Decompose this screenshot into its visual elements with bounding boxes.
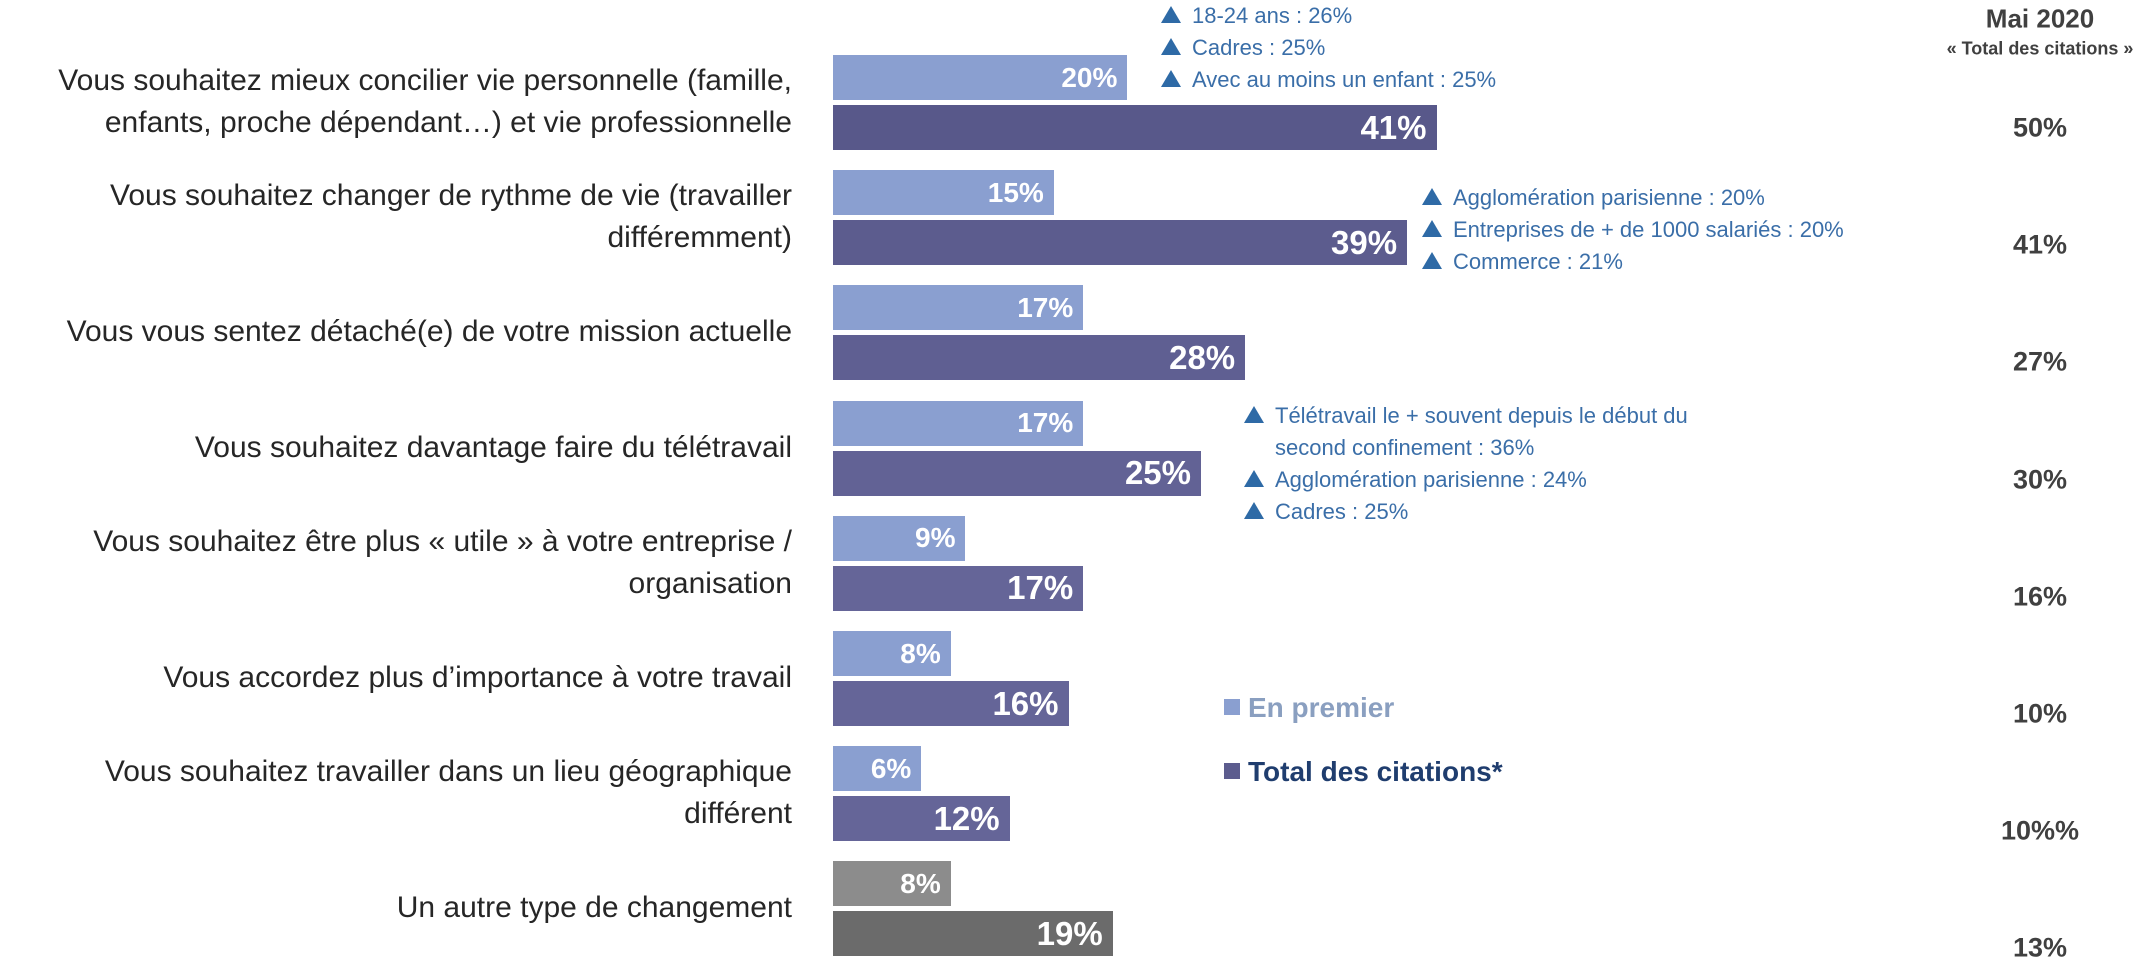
annotation-group: Agglomération parisienne : 20% Entreprise… — [1420, 182, 2120, 278]
bar — [833, 285, 1084, 331]
bar — [833, 335, 1246, 381]
annotation: Commerce : 21% — [1420, 246, 2120, 278]
bar — [833, 515, 966, 561]
comparison-value: 27% — [2012, 346, 2068, 377]
category-label: Vous souhaitez davantage faire du télétr… — [194, 430, 792, 464]
value-label: 28% — [1169, 338, 1236, 376]
value-label: 8% — [900, 867, 941, 899]
comparison-value: 50% — [2012, 112, 2068, 143]
value-label: 39% — [1331, 223, 1398, 261]
category-label: Vous accordez plus d’importance à votre … — [163, 661, 792, 694]
bar — [833, 631, 951, 676]
value-label: 15% — [987, 176, 1044, 208]
comparison-value: 10%% — [2000, 815, 2080, 846]
value-label: 6% — [870, 752, 912, 784]
value-label: 17% — [1017, 407, 1074, 439]
annotation: Cadres : 25% — [1242, 496, 1712, 528]
bar — [833, 220, 1408, 266]
comparison-value: 30% — [2012, 464, 2068, 495]
bar — [833, 170, 1054, 216]
value-label: 12% — [933, 799, 1000, 837]
bar — [833, 861, 951, 907]
comparison-value: 41% — [2012, 229, 2068, 260]
comparison-subtitle: « Total des citations » — [1946, 38, 2134, 59]
value-label: 41% — [1360, 108, 1427, 146]
value-label: 19% — [1036, 914, 1103, 952]
category-label: Vous souhaitez changer de rythme de vie … — [109, 179, 792, 255]
bar — [833, 565, 1084, 611]
category-label: Vous souhaitez mieux concilier vie perso… — [58, 64, 792, 139]
category-label: Vous souhaitez être plus « utile » à vot… — [93, 524, 792, 600]
legend-item: En premier — [1224, 692, 1394, 724]
legend-label: En premier — [1248, 692, 1395, 723]
annotation: Télétravail le + souvent depuis le début… — [1242, 400, 1712, 464]
bar — [833, 400, 1084, 446]
bar — [833, 55, 1128, 100]
annotation-group: 18-24 ans : 26% Cadres : 25% Avec au moins… — [1159, 0, 1859, 96]
annotation: Agglomération parisienne : 24% — [1242, 464, 1712, 496]
category-label: Vous souhaitez travailler dans un lieu g… — [104, 755, 792, 831]
value-label: 9% — [915, 522, 956, 554]
value-label: 16% — [992, 684, 1059, 722]
value-label: 17% — [1007, 569, 1074, 607]
category-label: Un autre type de changement — [396, 891, 792, 925]
bar — [833, 450, 1201, 496]
bar — [833, 105, 1437, 150]
comparison-title: Mai 2020 — [1985, 3, 2095, 34]
value-label: 17% — [1017, 291, 1074, 323]
legend-label: Total des citations* — [1248, 756, 1503, 787]
bar — [833, 746, 922, 792]
bar — [833, 911, 1113, 957]
annotation: 18-24 ans : 26% — [1159, 0, 1859, 32]
value-label: 25% — [1124, 454, 1191, 492]
comparison-value: 10% — [2012, 698, 2068, 729]
category-label: Vous vous sentez détaché(e) de votre mis… — [66, 315, 792, 349]
comparison-value: 13% — [2012, 932, 2068, 963]
annotation: Avec au moins un enfant : 25% — [1159, 64, 1859, 96]
legend-swatch — [1224, 763, 1240, 779]
bar — [833, 796, 1010, 842]
legend-item: Total des citations* — [1224, 756, 1503, 788]
annotation: Cadres : 25% — [1159, 32, 1859, 64]
value-label: 20% — [1061, 61, 1118, 93]
comparison-value: 16% — [2012, 581, 2068, 612]
annotation-group: Télétravail le + souvent depuis le début… — [1242, 400, 1712, 528]
annotation: Entreprises de + de 1000 salariés : 20% — [1420, 214, 2120, 246]
value-label: 8% — [900, 637, 941, 669]
legend-swatch — [1224, 699, 1240, 715]
bar — [833, 681, 1069, 726]
annotation: Agglomération parisienne : 20% — [1420, 182, 2120, 214]
